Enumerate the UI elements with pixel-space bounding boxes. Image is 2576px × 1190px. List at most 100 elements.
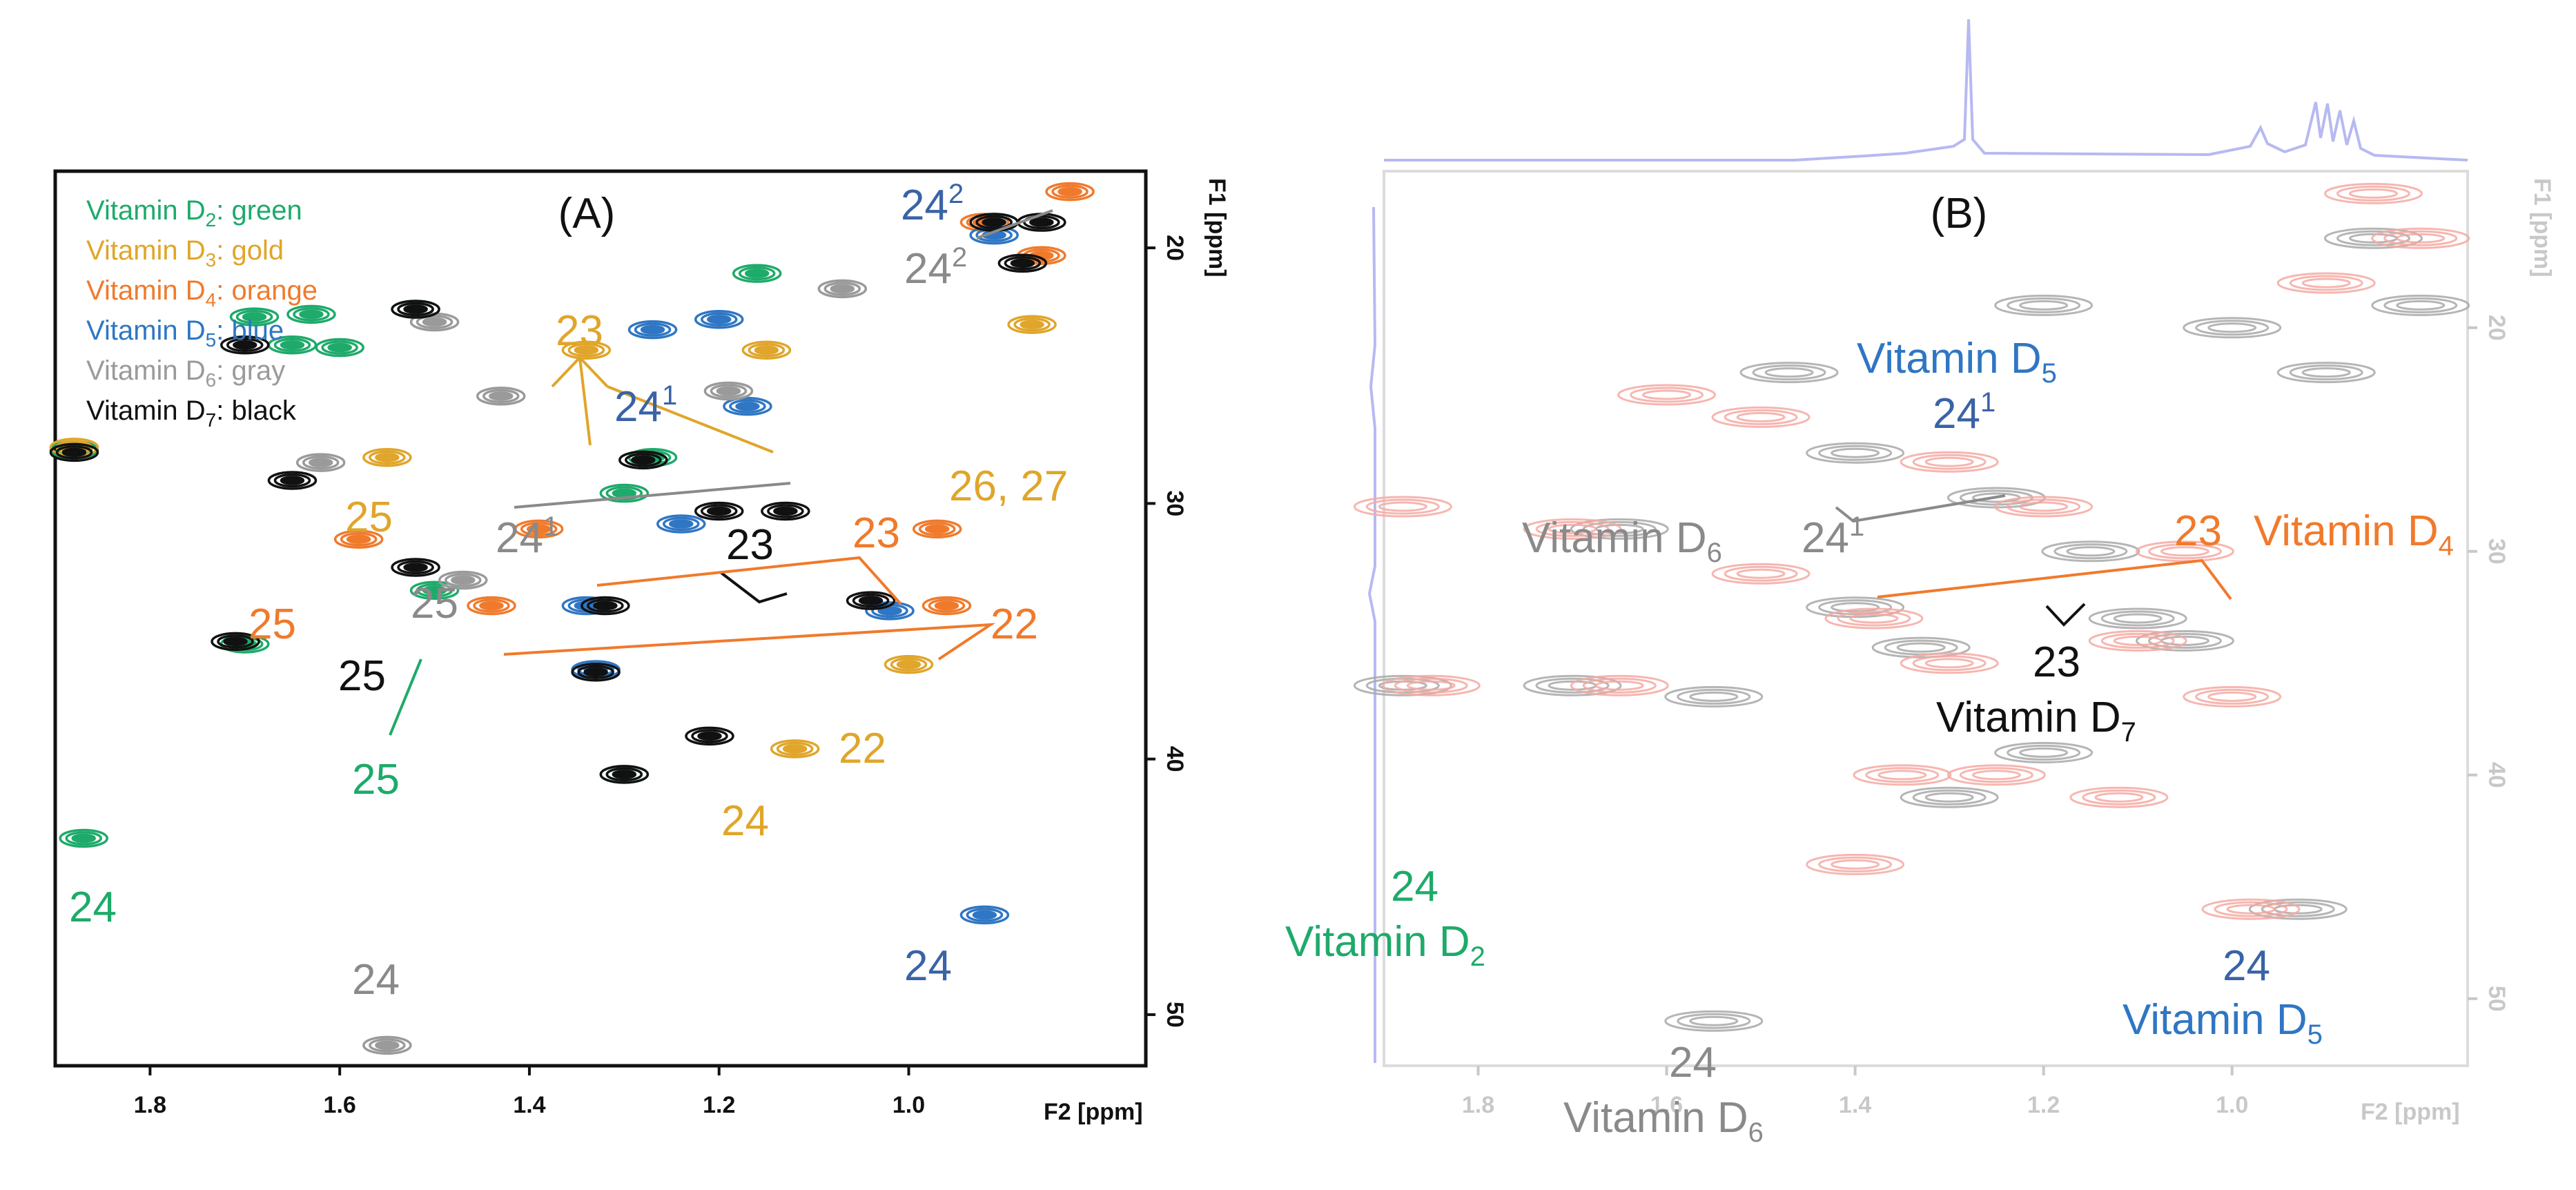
peak-vitamin-d6-3 xyxy=(362,1035,412,1055)
peak-vitamin-d4-0 xyxy=(514,519,564,539)
peak-contour xyxy=(1045,182,1095,202)
peak-contour xyxy=(732,264,782,283)
peak-contour xyxy=(583,667,608,677)
peak-contour xyxy=(403,563,428,572)
peak-contour xyxy=(416,315,453,329)
peak-contour xyxy=(2019,300,2069,311)
peak-contour xyxy=(1057,186,1082,197)
peak-contour xyxy=(1831,602,1880,613)
peak-vitamin-d7-pink-contour--3 xyxy=(1994,496,2094,518)
peak-contour xyxy=(1806,853,1905,875)
peak-contour xyxy=(694,310,744,329)
label-b-d6-24: 24 xyxy=(1669,1039,1717,1086)
peak-contour xyxy=(233,340,257,350)
peak-contour xyxy=(473,598,510,613)
peak-contour xyxy=(1535,677,1610,694)
peak-contour xyxy=(229,307,280,326)
peak-vitamin-d7-15 xyxy=(997,253,1048,273)
peak-vitamin-d5-1 xyxy=(694,310,744,329)
peak-vitamin-d7-11 xyxy=(846,591,896,610)
peak-contour xyxy=(1582,677,1657,694)
label-d6-24: 24 xyxy=(352,956,400,1004)
peak-contour xyxy=(2007,297,2081,313)
label-b-vitamin-d5-top: Vitamin D5 xyxy=(1857,335,2057,389)
peak-contour xyxy=(391,300,440,319)
peak-contour xyxy=(1924,792,1974,803)
peak-contour xyxy=(482,389,520,404)
peak-vitamin-d2-3 xyxy=(286,304,336,324)
peak-contour xyxy=(694,501,744,521)
peak-contour xyxy=(700,504,738,518)
peak-contour xyxy=(2289,364,2363,381)
peak-contour xyxy=(767,504,804,518)
panel-b-plot-frame xyxy=(1383,170,2469,1067)
x-tick-label: 1.4 xyxy=(513,1092,545,1118)
peak-contour xyxy=(220,335,270,355)
peak-contour xyxy=(631,455,656,465)
label-b-vitamin-d7: Vitamin D7 xyxy=(1936,694,2136,748)
peak-contour xyxy=(65,831,102,846)
peak-vitamin-d2-8 xyxy=(732,264,782,283)
peak-contour xyxy=(2396,233,2446,244)
peak-contour xyxy=(577,665,614,680)
peak-contour xyxy=(340,531,378,547)
peak-contour xyxy=(1764,367,1814,378)
peak-contour xyxy=(467,596,516,616)
peak-contour xyxy=(846,591,896,610)
peak-contour xyxy=(71,833,96,843)
peak-contour xyxy=(375,452,400,462)
legend-entry: Vitamin D5: blue xyxy=(86,315,284,351)
peak-vitamin-d7-pink-contour--19 xyxy=(2276,272,2376,294)
peak-vitamin-d6-gray-contour--12 xyxy=(1900,786,1999,808)
leader-gold-23a xyxy=(578,357,592,446)
peak-contour xyxy=(1711,406,1811,428)
peak-vitamin-d7-17 xyxy=(391,300,440,319)
peak-contour xyxy=(580,596,630,616)
leader-black-23 xyxy=(720,572,788,604)
peak-contour xyxy=(738,266,776,281)
peak-contour xyxy=(59,828,108,848)
peak-contour xyxy=(605,767,643,782)
peak-vitamin-d7-pink-contour--1 xyxy=(1711,406,1811,428)
peak-contour xyxy=(1381,674,1481,696)
peak-contour xyxy=(2019,501,2069,512)
peak-vitamin-d2-10 xyxy=(409,581,460,601)
peak-contour xyxy=(691,729,728,743)
peak-contour xyxy=(302,455,340,470)
peak-contour xyxy=(362,447,412,467)
peak-vitamin-d7-pink-contour--4 xyxy=(1523,518,1622,540)
label-b-d5-24-1: 241 xyxy=(1933,387,1996,438)
peak-contour xyxy=(975,215,1013,230)
peak-contour xyxy=(1994,294,2094,316)
peak-contour xyxy=(2323,182,2423,204)
peak-vitamin-d7-13 xyxy=(969,213,1019,232)
peak-contour xyxy=(2100,632,2175,649)
peak-contour xyxy=(1831,447,1880,458)
y-tick-label: 40 xyxy=(2484,762,2510,788)
peak-contour xyxy=(625,453,662,467)
peak-contour xyxy=(286,304,336,324)
label-d4-22: 22 xyxy=(991,601,1038,648)
peak-vitamin-d6-gray-contour--17 xyxy=(2276,362,2376,384)
peak-contour xyxy=(663,516,700,531)
peak-contour xyxy=(2007,744,2081,761)
peak-contour xyxy=(2276,272,2376,294)
y-tick-label: 50 xyxy=(2484,986,2510,1012)
peak-contour xyxy=(2261,901,2335,917)
peak-contour xyxy=(1900,786,1999,808)
peak-contour xyxy=(1736,411,1786,422)
peak-contour xyxy=(299,309,324,320)
peak-contour xyxy=(1900,652,1999,674)
peak-contour xyxy=(735,401,760,411)
peak-contour xyxy=(2248,898,2348,920)
peak-contour xyxy=(716,386,741,396)
peak-contour xyxy=(748,342,786,358)
label-d3-26-27: 26, 27 xyxy=(949,462,1068,510)
leader-gray-24-1 xyxy=(514,482,791,509)
peak-contour xyxy=(211,632,260,652)
peak-contour xyxy=(2207,691,2257,702)
label-d2-24: 24 xyxy=(69,884,117,931)
peak-contour xyxy=(235,309,273,324)
peak-contour xyxy=(1570,518,1669,540)
y-tick-label: 30 xyxy=(2484,538,2510,565)
